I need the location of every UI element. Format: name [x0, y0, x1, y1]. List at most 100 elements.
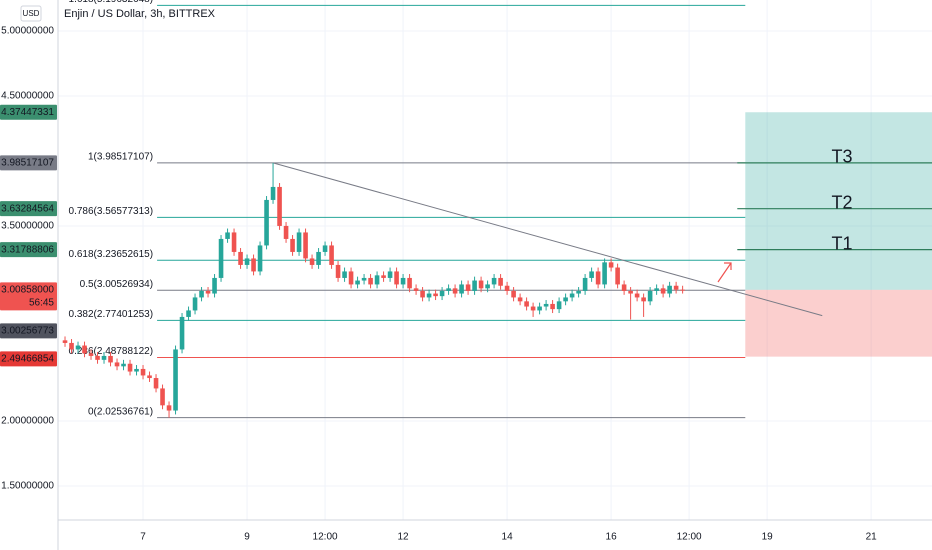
- candle-body: [608, 262, 614, 268]
- candle-body: [231, 232, 237, 252]
- candle-body: [446, 288, 451, 291]
- candle-body: [95, 355, 100, 360]
- candle-body: [550, 303, 555, 310]
- profit-zone: [745, 112, 932, 290]
- x-tick-label: 12:00: [677, 532, 702, 543]
- price-badge-label: 3.98517107: [1, 158, 54, 169]
- x-tick-label: 12:00: [313, 532, 338, 543]
- x-tick-label: 9: [244, 532, 250, 543]
- candle-body: [504, 285, 510, 291]
- candle-body: [205, 290, 211, 294]
- candle-body: [634, 293, 640, 298]
- candle-body: [641, 297, 646, 302]
- candle-body: [381, 275, 386, 278]
- price-badge: [0, 351, 57, 367]
- candle-body: [322, 245, 328, 252]
- candle-body: [530, 306, 536, 311]
- candle-body: [355, 280, 360, 285]
- candle-body: [478, 280, 484, 289]
- candle-body: [121, 363, 126, 367]
- candle-body: [433, 293, 438, 297]
- price-badge: [0, 323, 57, 339]
- target-label: T1: [831, 233, 852, 253]
- candle-body: [303, 232, 308, 259]
- candle-body: [335, 264, 341, 278]
- x-tick-label: 14: [502, 532, 514, 543]
- candle-body: [290, 238, 295, 252]
- fib-label: 0.5(3.00526934): [80, 279, 153, 290]
- currency-box[interactable]: [20, 5, 42, 22]
- candle-body: [420, 290, 425, 298]
- fib-label: 0.236(2.48788122): [69, 346, 154, 357]
- candle-body: [101, 355, 107, 360]
- candle-body: [179, 316, 185, 350]
- candle-body: [186, 310, 191, 317]
- plot-layer: 1.618(5.19632648) 1(3.98517107) 0.786(3.56…: [58, 0, 932, 520]
- candle-body: [394, 271, 399, 285]
- candle-body: [199, 290, 204, 298]
- candle-body: [374, 275, 380, 285]
- candle-body: [673, 285, 679, 290]
- fib-label: 0.382(2.77401253): [69, 309, 154, 320]
- candle-body: [628, 290, 633, 294]
- price-badge-label: 4.37447331: [1, 107, 54, 118]
- candle-body: [465, 284, 471, 291]
- candle-body: [82, 345, 87, 354]
- candle-body: [537, 306, 542, 311]
- candle-body: [69, 342, 74, 350]
- candle-body: [647, 290, 653, 302]
- candle-body: [667, 285, 672, 294]
- candle-body: [348, 271, 354, 285]
- price-badge: [0, 282, 57, 311]
- candle-body: [75, 345, 81, 350]
- candle-body: [602, 262, 607, 285]
- price-badge-label: 3.00256773: [1, 325, 54, 336]
- x-tick-label: 16: [606, 532, 618, 543]
- target-label: T3: [831, 147, 852, 167]
- candle-body: [225, 232, 230, 239]
- candle-body: [153, 378, 159, 389]
- y-tick-label: 5.00000000: [1, 26, 54, 37]
- target-label: T2: [831, 192, 852, 212]
- candle-body: [543, 303, 549, 307]
- candle-body: [556, 301, 562, 310]
- candle-body: [387, 271, 393, 278]
- y-tick-label: 3.50000000: [1, 221, 54, 232]
- candle-body: [491, 277, 497, 285]
- price-badge: [0, 242, 57, 258]
- candle-body: [316, 251, 321, 265]
- candle-body: [621, 284, 627, 291]
- arrow: [717, 262, 732, 283]
- candle-body: [413, 288, 419, 291]
- fib-label: 0.786(3.56577313): [69, 206, 154, 217]
- candle-body: [257, 245, 263, 272]
- candle-body: [511, 290, 516, 298]
- countdown: 56:45: [29, 297, 54, 308]
- candle-body: [309, 258, 315, 265]
- candle-body: [270, 186, 276, 200]
- candle-body: [140, 368, 146, 376]
- candle-body: [472, 280, 477, 291]
- fib-label: 1(3.98517107): [88, 152, 153, 163]
- candle-body: [127, 363, 133, 372]
- candle-body: [660, 288, 666, 294]
- candle-body: [244, 258, 250, 265]
- candle-body: [147, 375, 152, 379]
- candle-body: [342, 271, 347, 278]
- candle-body: [173, 349, 178, 411]
- candle-body: [192, 297, 198, 311]
- candle-body: [160, 388, 165, 406]
- candle-body: [283, 225, 289, 239]
- candle-body: [251, 258, 256, 272]
- candle-body: [400, 277, 406, 285]
- candle-body: [452, 288, 458, 294]
- candle-body: [615, 267, 620, 285]
- x-tick-label: 21: [866, 532, 878, 543]
- candle-body: [680, 289, 685, 291]
- candle-body: [212, 277, 217, 294]
- x-tick-label: 7: [140, 532, 146, 543]
- price-badge-label: 3.63284564: [1, 203, 54, 214]
- candle-body: [166, 405, 172, 411]
- candle-body: [439, 290, 445, 297]
